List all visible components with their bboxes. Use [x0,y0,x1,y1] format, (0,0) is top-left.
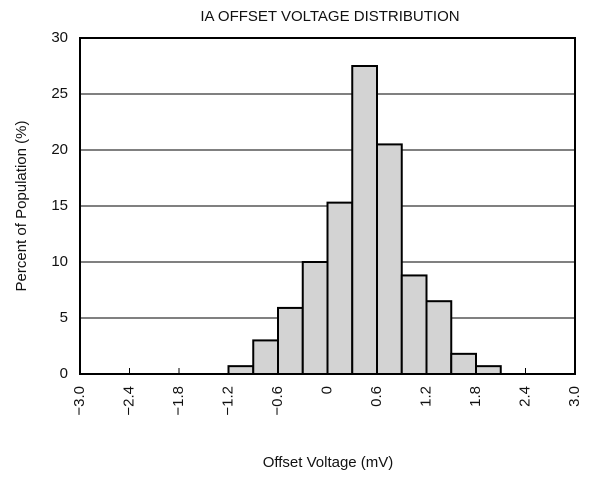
plot-frame [79,37,576,375]
x-tick-label: 2.4 [516,386,533,407]
bar [425,300,453,376]
chart-title: IA OFFSET VOLTAGE DISTRIBUTION [200,8,459,25]
x-tick-label: −3.0 [71,386,88,416]
x-tick-label: −0.6 [269,386,286,416]
x-tick-label: 1.2 [417,386,434,407]
bar [227,365,255,376]
x-tick-label: −1.8 [170,386,187,416]
bar [351,65,378,375]
bar [301,261,329,375]
y-tick-label: 0 [60,365,68,382]
y-tick-label: 5 [60,309,68,326]
y-tick-label: 20 [51,141,68,158]
x-tick-label: −1.2 [219,386,236,416]
x-tick-label: 0 [318,386,335,394]
y-axis-label: Percent of Population (%) [13,121,30,292]
x-tick-label: 1.8 [467,386,484,407]
x-axis-label: Offset Voltage (mV) [263,454,394,471]
bar [400,274,428,375]
y-tick-label: 25 [51,85,68,102]
x-tick-label: −2.4 [120,386,137,416]
x-tick-label: 3.0 [566,386,583,407]
x-tick-label: 0.6 [368,386,385,407]
y-tick-label: 10 [51,253,68,270]
y-tick-label: 15 [51,197,68,214]
y-tick-label: 30 [51,29,68,46]
bar [376,143,403,375]
bar [326,201,354,375]
bar [450,352,477,375]
bar [277,306,304,376]
bar [475,365,502,376]
bar [252,339,279,375]
